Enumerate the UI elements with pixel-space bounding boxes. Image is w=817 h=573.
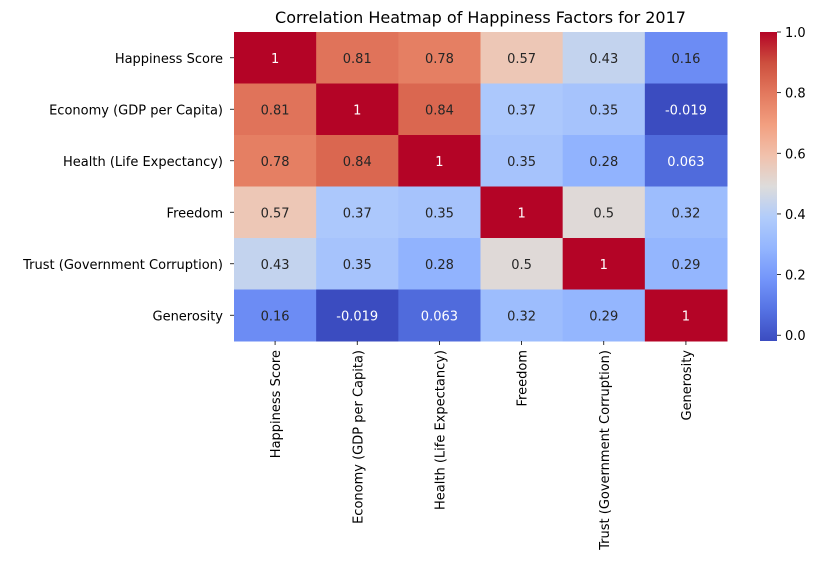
heatmap-cell [398, 186, 481, 239]
cell-value-label: 0.063 [667, 155, 704, 170]
colorbar-gradient [760, 32, 777, 341]
colorbar-tick-label: 0.0 [785, 329, 806, 344]
cell-value-label: 0.063 [421, 309, 458, 324]
x-tick-label: Economy (GDP per Capita) [351, 350, 366, 524]
heatmap-cell [480, 289, 564, 342]
cell-value-label: 0.37 [507, 103, 536, 118]
heatmap-cell [480, 32, 564, 84]
x-tick-label: Generosity [680, 350, 695, 421]
y-tick-label: Economy (GDP per Capita) [49, 103, 223, 118]
y-tick-label: Happiness Score [115, 52, 223, 67]
heatmap-cell [562, 289, 646, 342]
cell-value-label: 0.35 [507, 155, 536, 170]
cell-value-label: 0.57 [261, 206, 290, 221]
cell-value-label: -0.019 [336, 309, 378, 324]
heatmap-cell [398, 135, 481, 187]
heatmap-cell [562, 186, 646, 239]
cell-value-label: 0.84 [343, 155, 372, 170]
colorbar-tick-label: 0.6 [785, 147, 806, 162]
heatmap-cell [644, 186, 728, 239]
heatmap-cell [562, 32, 646, 84]
heatmap-cell [562, 83, 646, 136]
heatmap-cell [316, 238, 399, 290]
cell-value-label: 1 [271, 52, 279, 67]
cell-value-label: 0.28 [589, 155, 618, 170]
heatmap-cell [644, 32, 728, 84]
heatmap-cell [234, 135, 317, 187]
heatmap-cell [234, 186, 317, 239]
heatmap-cells: 1 0.81 0.78 0.57 0.43 0.16 0.81 1 0.84 0.37 0.35 -0… [234, 32, 728, 342]
y-tick-label: Health (Life Expectancy) [63, 155, 223, 170]
x-tick-label: Trust (Government Corruption) [598, 350, 613, 551]
cell-value-label: 0.28 [425, 258, 454, 273]
y-tick-label: Trust (Government Corruption) [22, 258, 223, 273]
cell-value-label: 0.32 [507, 309, 536, 324]
cell-value-label: 0.29 [589, 309, 618, 324]
cell-value-label: 0.78 [425, 52, 454, 67]
heatmap-cell [398, 238, 481, 290]
x-tick-labels: Happiness Score Economy (GDP per Capita) H… [269, 341, 695, 551]
heatmap-cell [644, 238, 728, 290]
colorbar-tick-label: 0.4 [785, 208, 806, 223]
heatmap-cell [398, 83, 481, 136]
cell-value-label: 0.78 [261, 155, 290, 170]
heatmap-cell [480, 83, 564, 136]
cell-value-label: 1 [682, 309, 690, 324]
cell-value-label: 1 [600, 258, 608, 273]
heatmap-cell [316, 186, 399, 239]
cell-value-label: 0.16 [261, 309, 290, 324]
cell-value-label: 0.81 [343, 52, 372, 67]
heatmap-cell [234, 32, 317, 84]
cell-value-label: 0.81 [261, 103, 290, 118]
colorbar-tick-label: 0.8 [785, 87, 806, 102]
cell-value-label: 0.84 [425, 103, 454, 118]
heatmap-cell [234, 289, 317, 342]
heatmap-cell [644, 83, 728, 136]
colorbar: 0.0 0.2 0.4 0.6 0.8 1.0 [760, 26, 806, 344]
heatmap-cell [480, 238, 564, 290]
heatmap-cell [316, 289, 399, 342]
colorbar-tick-label: 0.2 [785, 269, 806, 284]
heatmap-cell [234, 83, 317, 136]
heatmap-cell [644, 289, 728, 342]
heatmap-cell [316, 135, 399, 187]
cell-value-label: 0.35 [589, 103, 618, 118]
heatmap-cell [398, 289, 481, 342]
cell-value-label: 0.35 [343, 258, 372, 273]
x-tick-label: Health (Life Expectancy) [433, 350, 448, 510]
y-tick-labels: Happiness Score Economy (GDP per Capita) H… [22, 52, 234, 324]
cell-value-label: 0.37 [343, 206, 372, 221]
x-tick-label: Freedom [516, 350, 531, 406]
cell-value-label: 0.43 [589, 52, 618, 67]
cell-value-label: 1 [353, 103, 361, 118]
cell-value-label: 0.43 [261, 258, 290, 273]
heatmap-cell [644, 135, 728, 187]
cell-value-label: -0.019 [665, 103, 707, 118]
cell-value-label: 0.32 [671, 206, 700, 221]
heatmap-cell [562, 238, 646, 290]
heatmap-cell [480, 186, 564, 239]
cell-value-label: 0.16 [671, 52, 700, 67]
cell-value-label: 1 [517, 206, 525, 221]
cell-value-label: 0.5 [593, 206, 614, 221]
cell-value-label: 0.57 [507, 52, 536, 67]
cell-value-label: 0.29 [671, 258, 700, 273]
y-tick-label: Generosity [153, 309, 224, 324]
x-tick-label: Happiness Score [269, 350, 284, 458]
y-tick-label: Freedom [167, 206, 223, 221]
cell-value-label: 0.5 [511, 258, 532, 273]
heatmap-cell [316, 83, 399, 136]
chart-title: Correlation Heatmap of Happiness Factors… [275, 8, 686, 27]
cell-value-label: 1 [435, 155, 443, 170]
cell-value-label: 0.35 [425, 206, 454, 221]
heatmap-cell [398, 32, 481, 84]
heatmap-cell [480, 135, 564, 187]
heatmap-cell [562, 135, 646, 187]
colorbar-tick-label: 1.0 [785, 26, 806, 41]
heatmap-cell [316, 32, 399, 84]
heatmap-cell [234, 238, 317, 290]
